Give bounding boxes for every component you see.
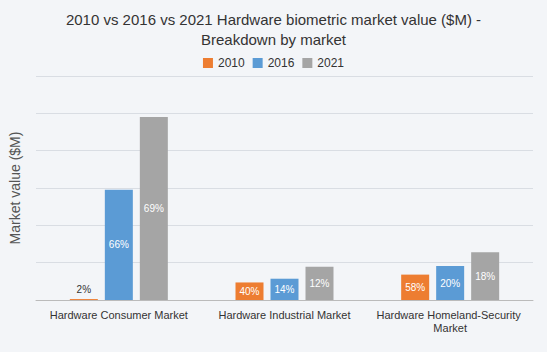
svg-text:Breakdown by market: Breakdown by market	[201, 31, 347, 48]
svg-text:58%: 58%	[405, 282, 425, 293]
svg-text:2010 vs 2016 vs 2021 Hardware: 2010 vs 2016 vs 2021 Hardware biometric …	[66, 11, 481, 28]
svg-text:18%: 18%	[475, 271, 495, 282]
svg-text:Hardware Consumer Market: Hardware Consumer Market	[50, 309, 188, 321]
svg-text:Market: Market	[433, 322, 467, 334]
svg-text:69%: 69%	[144, 203, 164, 214]
svg-text:20%: 20%	[440, 278, 460, 289]
svg-text:Market value ($M): Market value ($M)	[7, 132, 23, 245]
svg-text:12%: 12%	[309, 278, 329, 289]
svg-text:66%: 66%	[109, 239, 129, 250]
svg-text:2%: 2%	[77, 284, 92, 295]
svg-text:2010: 2010	[218, 56, 245, 70]
svg-text:Hardware Homeland-Security: Hardware Homeland-Security	[376, 309, 523, 321]
svg-text:Hardware Industrial Market: Hardware Industrial Market	[218, 309, 350, 321]
svg-text:2016: 2016	[268, 56, 295, 70]
svg-text:40%: 40%	[239, 286, 259, 297]
svg-text:14%: 14%	[274, 284, 294, 295]
svg-text:2021: 2021	[317, 56, 344, 70]
